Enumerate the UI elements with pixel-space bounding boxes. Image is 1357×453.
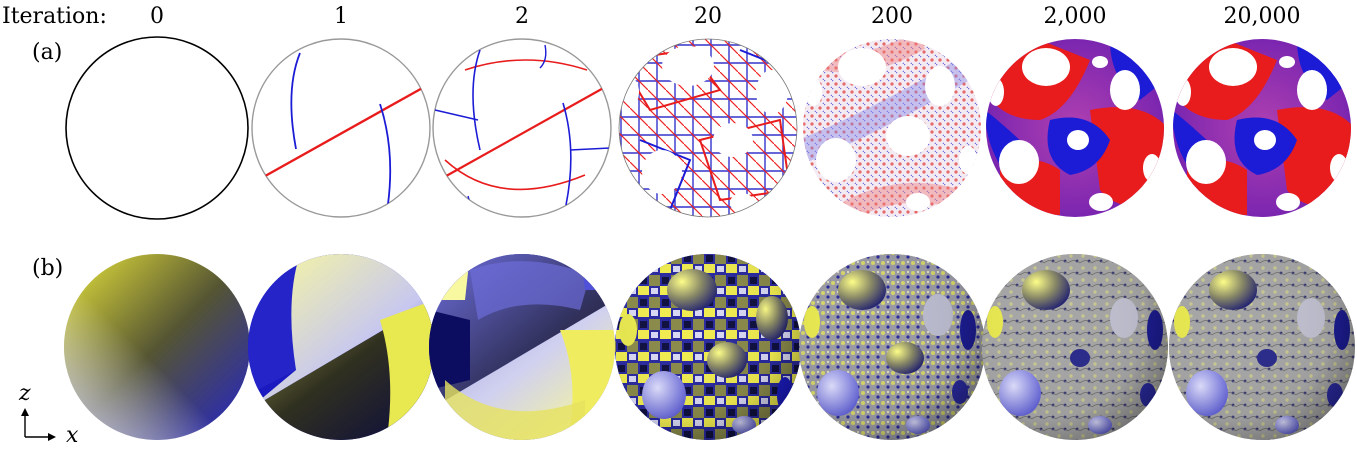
row-label-b: (b) [32,256,64,281]
row-a-sphere-5 [986,39,1164,217]
row-a-sphere-6 [1173,39,1351,217]
iteration-label-5: 2,000 [1043,4,1107,29]
iteration-label-3: 20 [694,4,722,29]
row-b-sphere-3 [615,254,801,440]
row-a-sphere-3 [618,38,798,218]
row-b-sphere-4 [799,254,985,440]
iteration-label-4: 200 [871,4,913,29]
row-b-sphere-0 [64,254,250,440]
axes-indicator [21,408,56,441]
z-axis-label: z [19,381,31,406]
iteration-header: Iteration: [2,4,107,29]
row-b-sphere-5 [982,254,1168,440]
row-a-sphere-0 [65,36,249,220]
row-b-sphere-2 [429,254,615,440]
row-b-sphere-1 [248,254,434,440]
iteration-label-2: 2 [515,4,529,29]
row-label-a: (a) [32,40,63,65]
row-a-sphere-2 [432,38,612,218]
row-a-sphere-4 [803,39,981,217]
iteration-label-1: 1 [334,4,348,29]
row-b-sphere-6 [1169,254,1355,440]
iteration-label-6: 20,000 [1223,4,1301,29]
x-axis-label: x [66,423,79,448]
row-a-sphere-1 [251,38,431,218]
iteration-label-0: 0 [150,4,164,29]
